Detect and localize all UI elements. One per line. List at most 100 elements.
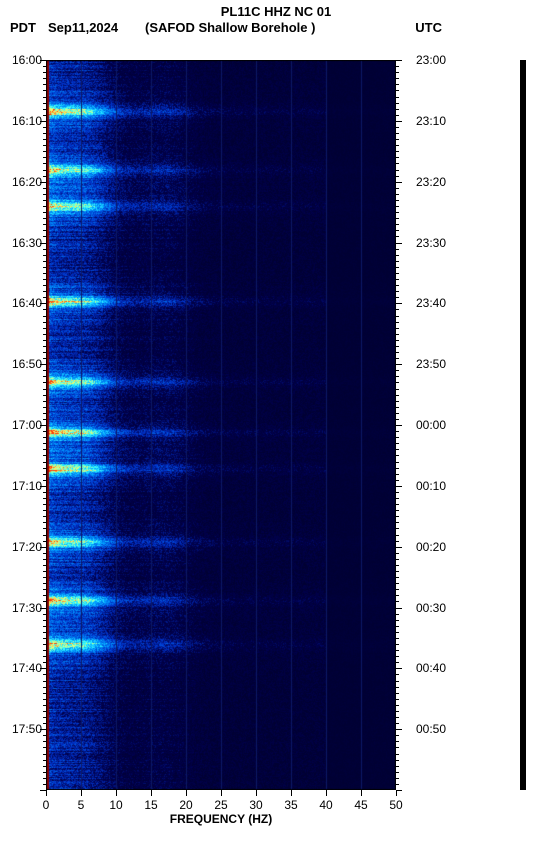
y-tick-mark	[396, 151, 399, 152]
y-tick-mark	[396, 291, 399, 292]
y-tick-mark	[43, 352, 46, 353]
y-tick-mark	[43, 230, 46, 231]
y-left-tick-label: 16:20	[0, 175, 42, 189]
y-tick-mark	[43, 754, 46, 755]
y-tick-mark	[43, 480, 46, 481]
y-right-tick-label: 23:40	[416, 296, 466, 310]
y-tick-mark	[396, 322, 399, 323]
y-tick-mark	[43, 382, 46, 383]
x-tick-mark	[81, 790, 82, 796]
y-tick-mark	[396, 352, 399, 353]
y-tick-mark	[396, 644, 399, 645]
y-tick-mark	[43, 638, 46, 639]
y-tick-mark	[396, 711, 399, 712]
spectrogram-figure: PL11C HHZ NC 01 PDT Sep11,2024 (SAFOD Sh…	[0, 0, 552, 864]
y-tick-mark	[43, 285, 46, 286]
y-tick-mark	[43, 443, 46, 444]
y-tick-mark	[43, 194, 46, 195]
y-tick-mark	[43, 236, 46, 237]
y-tick-mark	[40, 182, 46, 183]
y-tick-mark	[40, 364, 46, 365]
y-tick-mark	[396, 668, 402, 669]
y-tick-mark	[43, 431, 46, 432]
y-tick-mark	[43, 614, 46, 615]
y-left-tick-label: 17:10	[0, 479, 42, 493]
y-tick-mark	[396, 328, 399, 329]
y-tick-mark	[396, 462, 399, 463]
y-tick-mark	[396, 528, 399, 529]
y-tick-mark	[43, 389, 46, 390]
y-tick-mark	[396, 492, 399, 493]
y-tick-mark	[43, 571, 46, 572]
y-tick-mark	[396, 115, 399, 116]
y-tick-mark	[396, 620, 399, 621]
y-tick-mark	[43, 157, 46, 158]
y-tick-mark	[43, 516, 46, 517]
y-tick-mark	[43, 90, 46, 91]
y-tick-mark	[396, 389, 399, 390]
x-tick-label: 5	[71, 798, 91, 812]
x-tick-label: 10	[106, 798, 126, 812]
y-right-tick-label: 00:50	[416, 722, 466, 736]
y-tick-mark	[43, 553, 46, 554]
y-tick-mark	[43, 662, 46, 663]
x-tick-mark	[326, 790, 327, 796]
y-tick-mark	[43, 370, 46, 371]
y-tick-mark	[396, 784, 399, 785]
y-tick-mark	[43, 474, 46, 475]
y-tick-mark	[40, 668, 46, 669]
y-right-tick-label: 00:30	[416, 601, 466, 615]
y-tick-mark	[396, 565, 399, 566]
y-tick-mark	[396, 249, 399, 250]
y-tick-mark	[43, 541, 46, 542]
x-tick-mark	[221, 790, 222, 796]
y-tick-mark	[43, 778, 46, 779]
y-tick-mark	[396, 273, 399, 274]
x-tick-mark	[46, 790, 47, 796]
x-tick-label: 50	[386, 798, 406, 812]
y-tick-mark	[396, 407, 399, 408]
y-tick-mark	[43, 413, 46, 414]
y-tick-mark	[396, 601, 399, 602]
y-right-tick-label: 00:20	[416, 540, 466, 554]
y-tick-mark	[396, 693, 399, 694]
y-tick-mark	[396, 194, 399, 195]
y-tick-mark	[396, 626, 399, 627]
amplitude-sidebar	[520, 60, 526, 790]
y-tick-mark	[43, 620, 46, 621]
y-tick-mark	[396, 729, 402, 730]
y-tick-mark	[396, 735, 399, 736]
y-tick-mark	[43, 376, 46, 377]
y-tick-mark	[396, 212, 399, 213]
y-left-tick-label: 16:00	[0, 53, 42, 67]
spectrogram-canvas	[46, 60, 396, 790]
y-tick-mark	[43, 255, 46, 256]
y-tick-mark	[396, 504, 399, 505]
y-tick-mark	[43, 741, 46, 742]
y-tick-mark	[43, 66, 46, 67]
y-tick-mark	[43, 766, 46, 767]
y-tick-mark	[396, 583, 399, 584]
y-tick-mark	[43, 693, 46, 694]
y-tick-mark	[43, 127, 46, 128]
y-right-tick-label: 23:00	[416, 53, 466, 67]
x-tick-mark	[361, 790, 362, 796]
y-tick-mark	[396, 681, 399, 682]
y-right-tick-label: 00:40	[416, 661, 466, 675]
y-tick-mark	[43, 218, 46, 219]
y-tick-mark	[396, 97, 399, 98]
y-tick-mark	[43, 309, 46, 310]
y-tick-mark	[43, 723, 46, 724]
y-tick-mark	[43, 504, 46, 505]
x-tick-label: 20	[176, 798, 196, 812]
y-tick-mark	[396, 334, 399, 335]
y-tick-mark	[396, 772, 399, 773]
y-tick-mark	[396, 382, 399, 383]
y-tick-mark	[43, 644, 46, 645]
y-left-tick-label: 17:40	[0, 661, 42, 675]
y-tick-mark	[43, 334, 46, 335]
y-tick-mark	[396, 656, 399, 657]
y-tick-mark	[43, 328, 46, 329]
y-tick-mark	[43, 522, 46, 523]
y-tick-mark	[396, 176, 399, 177]
